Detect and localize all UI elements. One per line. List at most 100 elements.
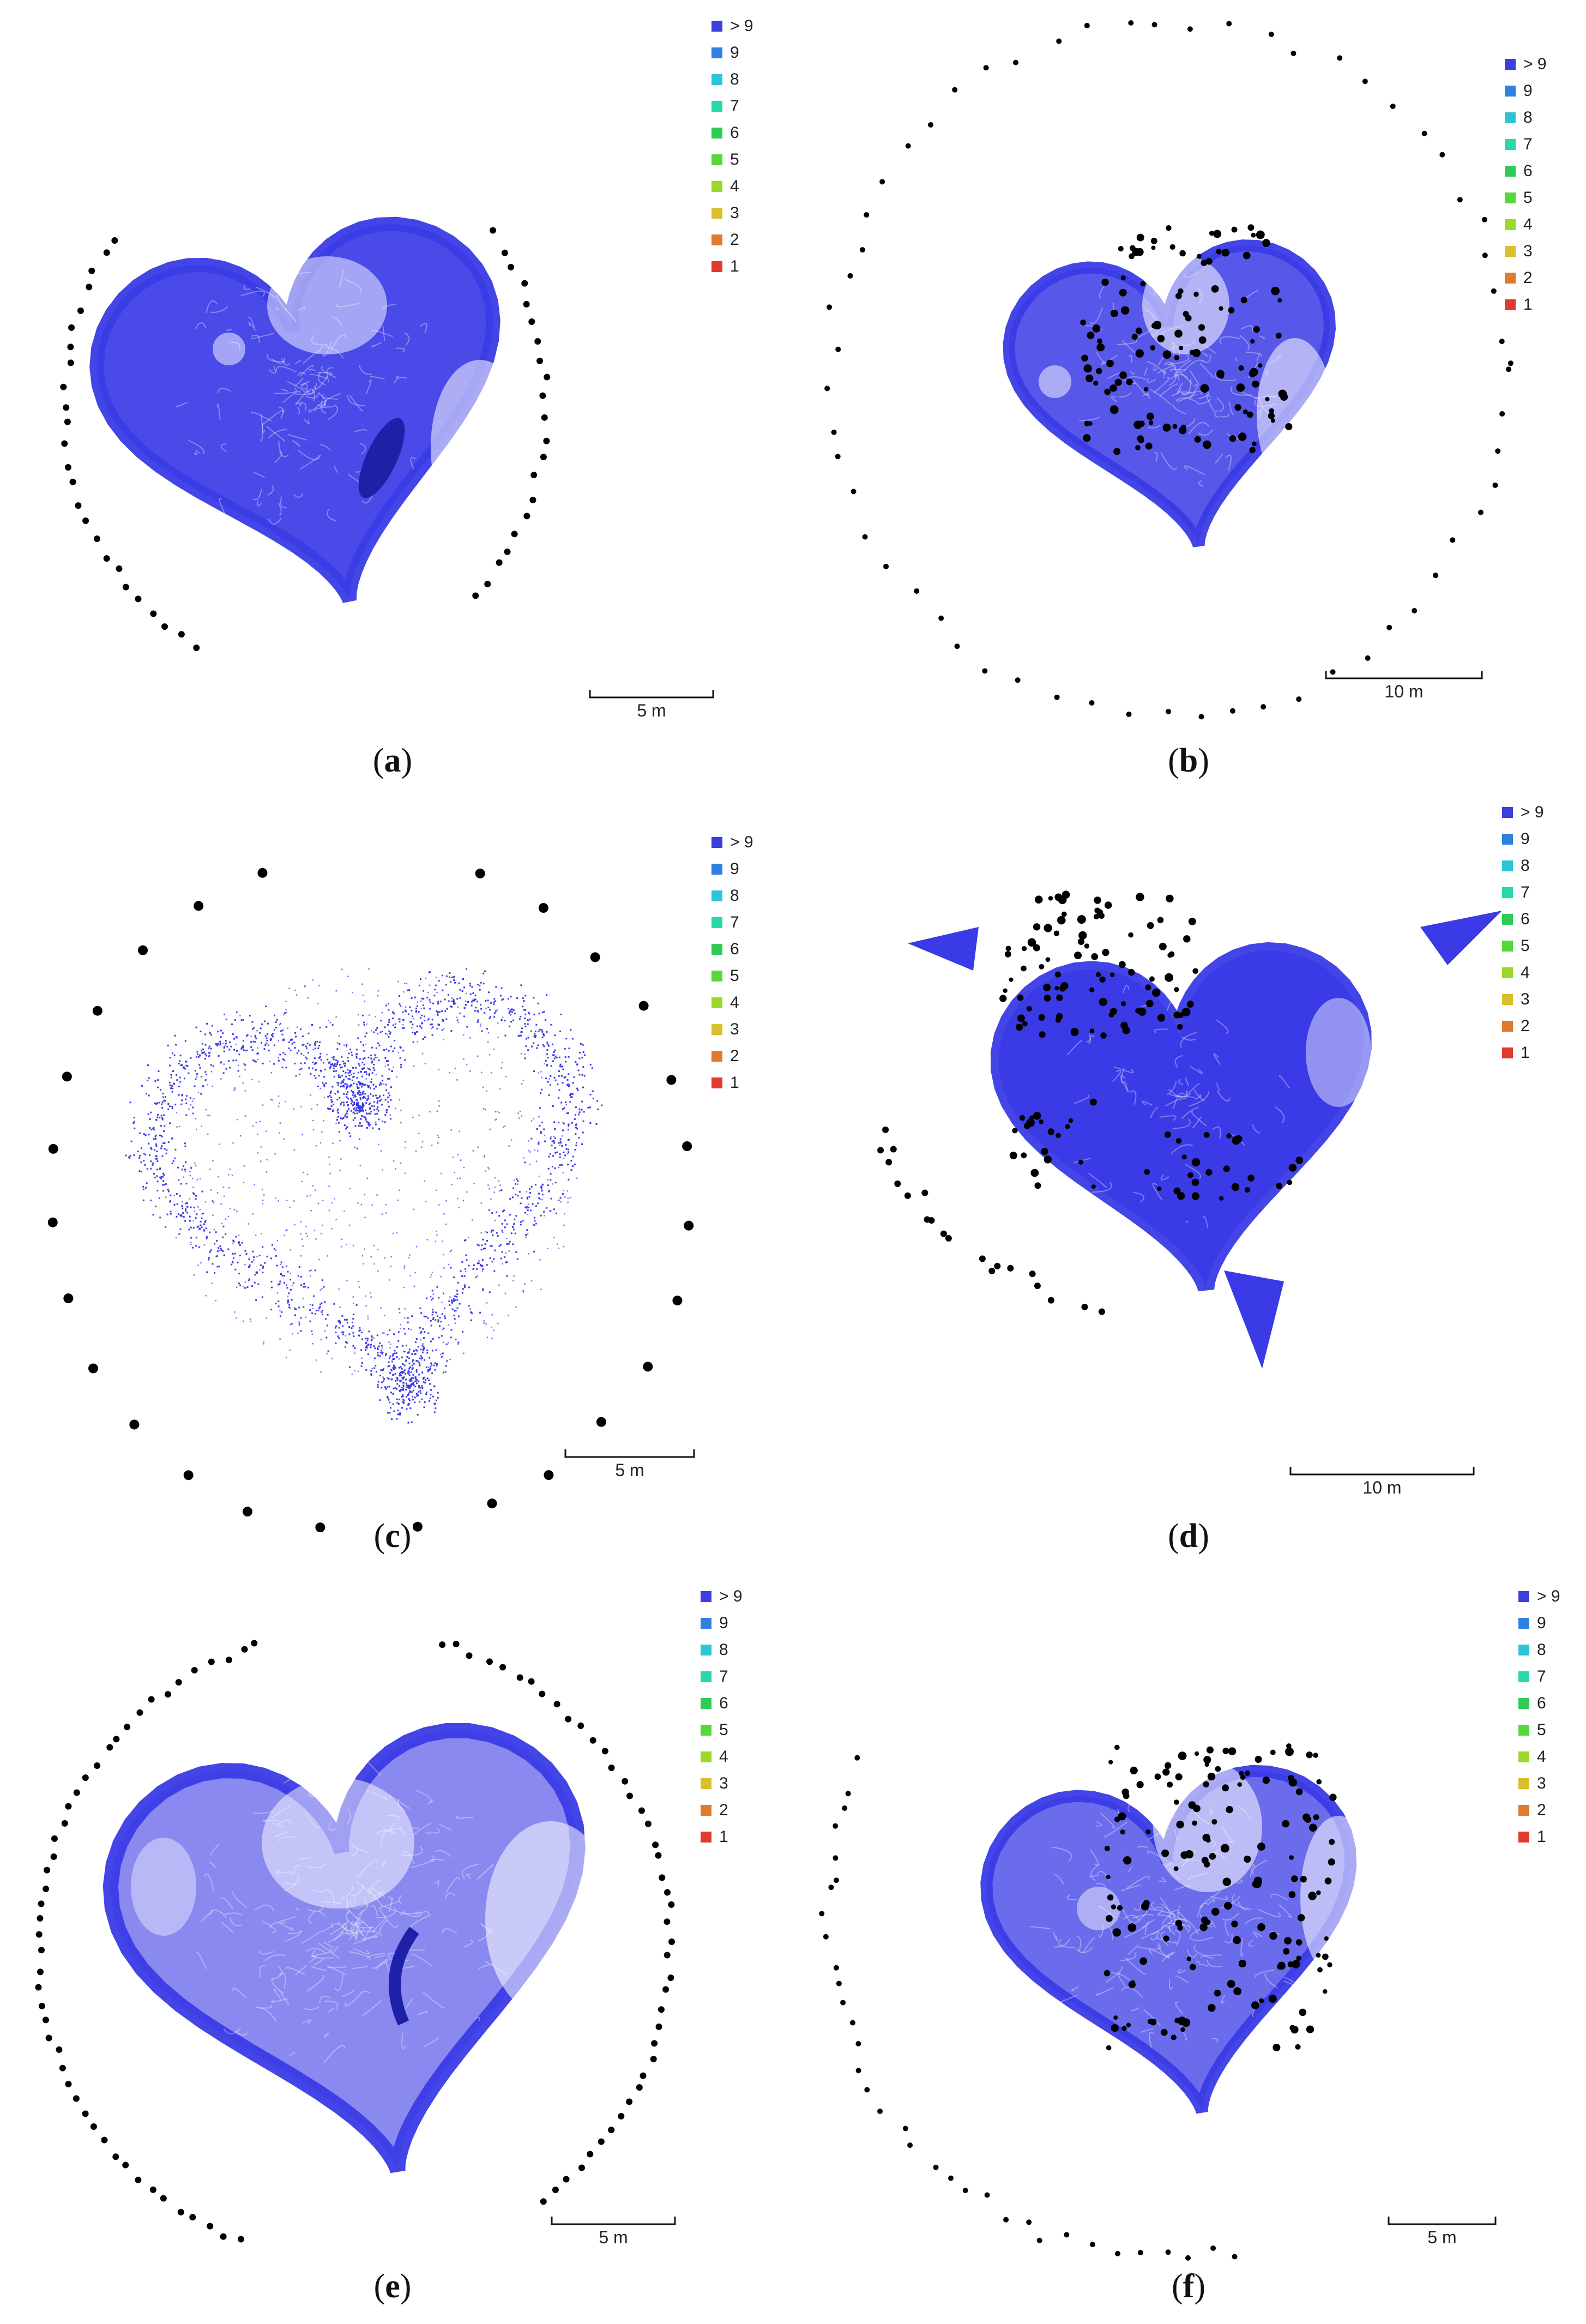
- camera-marker: [1324, 1936, 1329, 1941]
- cloud-point: [279, 1122, 281, 1124]
- camera-positions-e: [35, 1640, 676, 2243]
- cloud-texture: [1178, 1079, 1184, 1086]
- cloud-point: [463, 1239, 466, 1242]
- cloud-point: [196, 1053, 198, 1055]
- cloud-fill: [110, 1730, 578, 2171]
- cloud-point: [184, 1040, 186, 1042]
- cloud-point: [367, 1056, 370, 1058]
- cloud-point: [521, 1115, 522, 1117]
- cloud-point: [324, 1301, 326, 1303]
- camera-marker: [1179, 346, 1184, 351]
- camera-marker: [578, 2164, 585, 2171]
- cloud-point: [563, 1224, 565, 1226]
- camera-marker: [539, 1690, 546, 1697]
- cloud-texture: [478, 1928, 492, 1942]
- cloud-point: [529, 1151, 531, 1153]
- cloud-point: [333, 1058, 335, 1061]
- cloud-texture: [366, 1761, 381, 1775]
- cloud-texture: [323, 393, 342, 407]
- camera-marker: [1044, 1155, 1052, 1164]
- cloud-point: [552, 1105, 554, 1107]
- cloud-point: [365, 1032, 367, 1034]
- camera-marker: [1093, 381, 1099, 386]
- cloud-point: [403, 1369, 406, 1371]
- cloud-point: [220, 1062, 222, 1064]
- cloud-point: [529, 1188, 531, 1190]
- cloud-point: [311, 1330, 313, 1333]
- point-cloud-map-a: [60, 216, 551, 654]
- cloud-point: [411, 1315, 413, 1317]
- cloud-texture: [1185, 1164, 1202, 1179]
- cloud-point: [348, 1224, 351, 1226]
- cloud-point: [352, 1345, 354, 1347]
- camera-marker: [124, 1724, 131, 1731]
- camera-marker: [638, 1001, 649, 1011]
- cloud-point: [437, 1320, 439, 1322]
- legend-swatch: [1505, 273, 1516, 284]
- cloud-point: [494, 1219, 496, 1221]
- cloud-point: [451, 997, 453, 999]
- camera-marker: [1181, 1007, 1191, 1016]
- legend-label: 6: [1523, 162, 1533, 180]
- camera-marker: [61, 440, 68, 447]
- cloud-point: [155, 1103, 158, 1105]
- camera-marker: [544, 374, 551, 381]
- legend-item: 2: [1505, 267, 1533, 289]
- cloud-texture: [1189, 962, 1204, 976]
- cloud-texture: [410, 457, 417, 469]
- cloud-texture: [319, 1996, 331, 2003]
- cloud-point: [339, 1140, 341, 1142]
- camera-marker: [1081, 1303, 1088, 1310]
- cloud-point: [500, 1257, 502, 1260]
- cloud-point: [453, 1314, 455, 1316]
- cloud-point: [346, 1341, 348, 1344]
- cloud-point: [354, 1352, 355, 1354]
- camera-marker: [1251, 441, 1257, 447]
- cloud-point: [228, 1060, 230, 1062]
- cloud-point: [559, 1138, 562, 1140]
- cloud-texture: [311, 1966, 327, 1971]
- cloud-point: [397, 1340, 400, 1342]
- cloud-point: [302, 1035, 304, 1038]
- cloud-point: [484, 1156, 485, 1158]
- cloud-point: [171, 1052, 173, 1055]
- camera-marker: [35, 1931, 43, 1938]
- cloud-texture: [1054, 1874, 1064, 1885]
- cloud-point: [300, 1317, 302, 1319]
- cloud-point: [480, 1232, 483, 1234]
- legend-swatch: [1502, 807, 1513, 818]
- cloud-point: [344, 1082, 346, 1085]
- legend-label: 3: [730, 1020, 739, 1038]
- cloud-point: [465, 1254, 467, 1256]
- cloud-point: [317, 1086, 319, 1088]
- cloud-texture: [365, 380, 372, 394]
- cloud-point: [481, 1071, 483, 1074]
- cloud-texture: [1186, 1090, 1188, 1095]
- cloud-point: [568, 1123, 570, 1125]
- cloud-point: [506, 1275, 508, 1277]
- cloud-point: [502, 1016, 504, 1019]
- cloud-point: [245, 1035, 248, 1037]
- cloud-texture: [295, 1908, 299, 1911]
- cloud-point: [488, 1209, 490, 1211]
- cloud-point: [534, 1149, 535, 1151]
- cloud-point: [290, 1249, 292, 1251]
- cloud-texture: [1185, 1076, 1190, 1086]
- cloud-texture: [194, 322, 207, 329]
- cloud-point: [554, 1034, 556, 1037]
- cloud-point: [323, 1083, 325, 1086]
- camera-marker: [1117, 1905, 1123, 1911]
- camera-marker: [1174, 329, 1183, 338]
- cloud-point: [162, 1190, 165, 1192]
- cloud-point: [469, 1070, 471, 1072]
- cloud-point: [542, 1183, 544, 1185]
- legend-item: 3: [1502, 989, 1530, 1010]
- cloud-point: [306, 1195, 308, 1197]
- cloud-point: [512, 1226, 514, 1228]
- cloud-point: [236, 1044, 237, 1045]
- cloud-point: [300, 1330, 302, 1332]
- legend-swatch: [1505, 166, 1516, 177]
- cloud-point: [194, 1210, 196, 1212]
- cloud-point: [420, 1355, 422, 1357]
